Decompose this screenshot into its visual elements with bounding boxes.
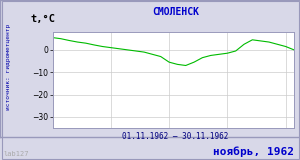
Text: lab127: lab127 xyxy=(3,151,29,157)
Text: 01.11.1962 – 30.11.1962: 01.11.1962 – 30.11.1962 xyxy=(122,132,229,141)
Text: СМОЛЕНСК: СМОЛЕНСК xyxy=(152,7,199,17)
Text: t,°C: t,°C xyxy=(31,14,56,24)
Text: источник: гидрометцентр: источник: гидрометцентр xyxy=(6,24,11,110)
Text: ноябрь, 1962: ноябрь, 1962 xyxy=(213,146,294,157)
